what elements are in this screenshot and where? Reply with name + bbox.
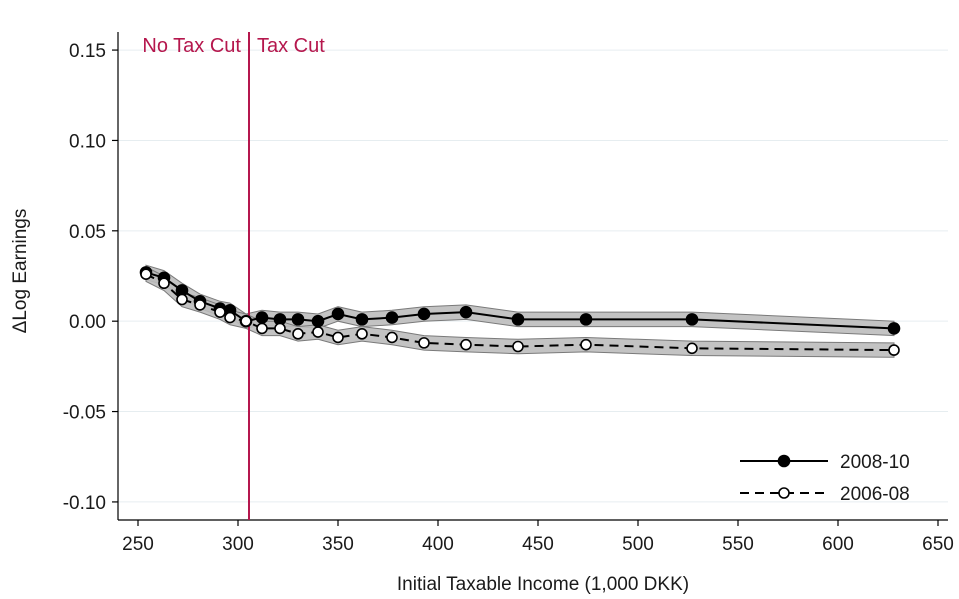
y-tick-label: 0.00 — [69, 312, 106, 333]
data-point-2008-10 — [385, 311, 399, 324]
x-tick-label: 350 — [322, 534, 354, 555]
legend-marker-2006-08 — [778, 487, 790, 499]
data-point-2006-08 — [140, 268, 152, 280]
legend-marker-2008-10 — [777, 454, 791, 468]
y-axis-title: ΔLog Earnings — [10, 209, 31, 334]
y-tick-label: -0.05 — [63, 403, 106, 424]
data-point-2008-10 — [255, 311, 269, 324]
data-point-2006-08 — [240, 315, 252, 327]
x-tick-label: 650 — [922, 534, 954, 555]
x-tick-label: 550 — [722, 534, 754, 555]
data-point-2006-08 — [312, 326, 324, 338]
data-point-2006-08 — [386, 331, 398, 344]
data-point-2006-08 — [356, 328, 368, 340]
x-tick-label: 450 — [522, 534, 554, 555]
data-point-2006-08 — [214, 306, 226, 318]
data-point-2006-08 — [332, 331, 344, 344]
data-point-2006-08 — [686, 342, 698, 355]
data-point-2006-08 — [158, 277, 170, 290]
y-tick-label: 0.15 — [69, 41, 106, 62]
annotation-no-tax-cut: No Tax Cut — [142, 35, 241, 57]
data-point-2008-10 — [291, 313, 305, 326]
y-tick-label: 0.05 — [69, 222, 106, 243]
data-point-2008-10 — [311, 314, 325, 328]
data-point-2006-08 — [194, 299, 206, 311]
data-point-2006-08 — [512, 340, 524, 353]
y-tick-label: 0.10 — [69, 131, 106, 152]
data-point-2008-10 — [331, 307, 345, 321]
data-point-2006-08 — [888, 344, 900, 356]
data-point-2008-10 — [511, 313, 525, 326]
data-point-2006-08 — [224, 311, 236, 324]
data-point-2006-08 — [292, 328, 304, 340]
data-point-2006-08 — [176, 293, 188, 306]
y-tick-label: -0.10 — [63, 493, 106, 514]
legend-label-2008-10: 2008-10 — [840, 452, 910, 473]
data-point-2006-08 — [256, 322, 268, 335]
data-point-2006-08 — [460, 338, 472, 351]
data-point-2008-10 — [887, 322, 901, 335]
x-tick-label: 300 — [222, 534, 254, 555]
data-point-2008-10 — [355, 313, 369, 326]
legend-label-2006-08: 2006-08 — [840, 484, 910, 505]
data-point-2006-08 — [274, 322, 286, 335]
x-axis-title: Initial Taxable Income (1,000 DKK) — [397, 574, 689, 595]
data-point-2008-10 — [417, 307, 431, 321]
x-tick-label: 600 — [822, 534, 854, 555]
x-tick-label: 500 — [622, 534, 654, 555]
data-point-2008-10 — [579, 313, 593, 326]
data-point-2008-10 — [685, 313, 699, 326]
x-tick-label: 250 — [122, 534, 154, 555]
data-point-2006-08 — [418, 337, 430, 349]
annotation-tax-cut: Tax Cut — [257, 35, 325, 57]
data-point-2008-10 — [459, 305, 473, 319]
x-tick-label: 400 — [422, 534, 454, 555]
data-point-2006-08 — [580, 338, 592, 351]
